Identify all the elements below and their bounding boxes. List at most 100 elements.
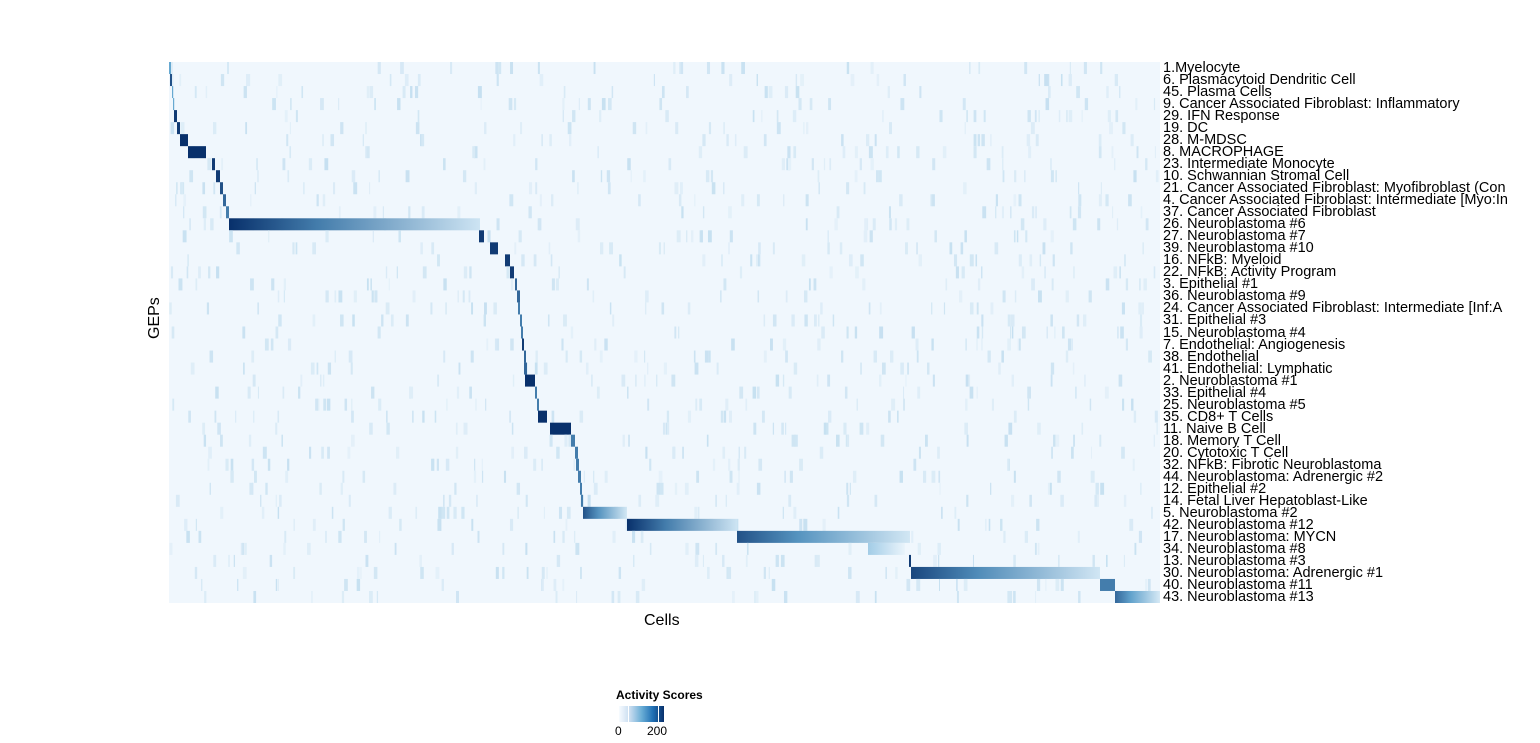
heatmap-noise-cell <box>260 494 262 507</box>
heatmap-noise-cell <box>933 554 937 567</box>
heatmap-noise-cell <box>572 110 576 123</box>
heatmap-noise-cell <box>702 134 706 147</box>
heatmap-noise-cell <box>370 278 372 291</box>
heatmap-noise-cell <box>436 458 439 471</box>
heatmap-noise-cell <box>511 446 515 459</box>
heatmap-noise-cell <box>1024 530 1029 543</box>
heatmap-noise-cell <box>575 218 580 231</box>
heatmap-noise-cell <box>388 506 392 519</box>
heatmap-noise-cell <box>870 62 874 75</box>
heatmap-noise-cell <box>1104 386 1109 399</box>
heatmap-noise-cell <box>547 314 550 327</box>
heatmap-noise-cell <box>277 410 280 423</box>
row-label: 36. Neuroblastoma #9 <box>1163 288 1306 305</box>
heatmap-noise-cell <box>257 386 259 399</box>
heatmap-noise-cell <box>680 182 683 195</box>
heatmap-noise-cell <box>227 62 229 75</box>
heatmap-noise-cell <box>275 326 279 339</box>
heatmap-noise-cell <box>1140 206 1143 219</box>
heatmap-noise-cell <box>1034 542 1037 555</box>
heatmap-noise-cell <box>916 578 921 591</box>
row-label: 35. CD8+ T Cells <box>1163 408 1274 425</box>
heatmap-noise-cell <box>565 518 568 531</box>
heatmap-noise-cell <box>855 590 860 603</box>
heatmap-noise-cell <box>953 254 958 267</box>
heatmap-noise-cell <box>684 482 689 495</box>
heatmap-noise-cell <box>930 194 933 207</box>
heatmap-noise-cell <box>1081 110 1083 123</box>
heatmap-noise-cell <box>907 362 910 375</box>
row-label: 38. Endothelial <box>1163 348 1259 365</box>
heatmap-noise-cell <box>841 134 844 147</box>
heatmap-noise-cell <box>885 566 887 579</box>
heatmap-noise-cell <box>295 242 298 255</box>
heatmap-noise-cell <box>1017 338 1019 351</box>
heatmap-noise-cell <box>555 278 559 291</box>
heatmap-noise-cell <box>550 254 553 267</box>
heatmap-noise-cell <box>1051 446 1054 459</box>
heatmap-noise-cell <box>834 218 838 231</box>
heatmap-noise-cell <box>289 146 292 159</box>
heatmap-noise-cell <box>1109 122 1113 135</box>
heatmap-noise-cell <box>776 110 779 123</box>
heatmap-noise-cell <box>627 158 631 171</box>
heatmap-noise-cell <box>725 494 727 507</box>
heatmap-block <box>1100 578 1115 591</box>
heatmap-noise-cell <box>645 446 648 459</box>
heatmap-noise-cell <box>1069 62 1071 75</box>
heatmap-noise-cell <box>850 74 855 87</box>
heatmap-noise-cell <box>575 542 577 555</box>
heatmap-noise-cell <box>568 434 571 447</box>
row-label: 43. Neuroblastoma #13 <box>1163 588 1314 605</box>
heatmap-noise-cell <box>976 302 979 315</box>
heatmap-noise-cell <box>513 134 516 147</box>
heatmap-noise-cell <box>397 98 401 111</box>
heatmap-noise-cell <box>809 98 813 111</box>
heatmap-noise-cell <box>1130 134 1134 147</box>
heatmap-noise-cell <box>514 242 517 255</box>
heatmap-noise-cell <box>782 338 787 351</box>
heatmap-noise-cell <box>782 506 784 519</box>
heatmap-noise-cell <box>1106 554 1108 567</box>
heatmap-noise-cell <box>366 146 370 159</box>
heatmap-noise-cell <box>848 542 852 555</box>
heatmap-noise-cell <box>753 422 757 435</box>
heatmap-noise-cell <box>785 350 788 363</box>
heatmap-noise-cell <box>209 350 214 363</box>
heatmap-noise-cell <box>396 266 398 279</box>
heatmap-noise-cell <box>847 434 849 447</box>
heatmap-noise-cell <box>804 314 808 327</box>
heatmap-noise-cell <box>1105 278 1110 291</box>
row-label: 11. Naive B Cell <box>1163 420 1266 437</box>
heatmap-noise-cell <box>289 122 292 135</box>
heatmap-noise-cell <box>183 206 185 219</box>
heatmap-noise-cell <box>916 146 920 159</box>
heatmap-noise-cell <box>1153 434 1155 447</box>
heatmap-noise-cell <box>694 554 699 567</box>
heatmap-noise-cell <box>182 230 187 243</box>
heatmap-noise-cell <box>976 326 980 339</box>
heatmap-noise-cell <box>1107 110 1111 123</box>
heatmap-noise-cell <box>768 566 770 579</box>
heatmap-noise-cell <box>511 422 514 435</box>
heatmap-noise-cell <box>1026 134 1031 147</box>
heatmap-noise-cell <box>899 194 903 207</box>
heatmap-noise-cell <box>379 530 381 543</box>
heatmap-noise-cell <box>941 506 943 519</box>
heatmap-noise-cell <box>1083 62 1087 75</box>
heatmap-noise-cell <box>1139 278 1141 291</box>
heatmap-noise-cell <box>829 266 833 279</box>
heatmap-noise-cell <box>934 230 937 243</box>
heatmap-noise-cell <box>1120 326 1124 339</box>
heatmap-block <box>576 458 579 471</box>
heatmap-noise-cell <box>955 266 959 279</box>
heatmap-noise-cell <box>622 434 625 447</box>
heatmap-noise-cell <box>586 278 589 291</box>
heatmap-noise-cell <box>331 506 334 519</box>
heatmap-noise-cell <box>326 398 331 411</box>
heatmap-noise-cell <box>316 194 319 207</box>
heatmap-noise-cell <box>337 98 340 111</box>
heatmap-noise-cell <box>481 458 483 471</box>
heatmap-noise-cell <box>782 374 785 387</box>
heatmap-noise-cell <box>287 170 290 183</box>
